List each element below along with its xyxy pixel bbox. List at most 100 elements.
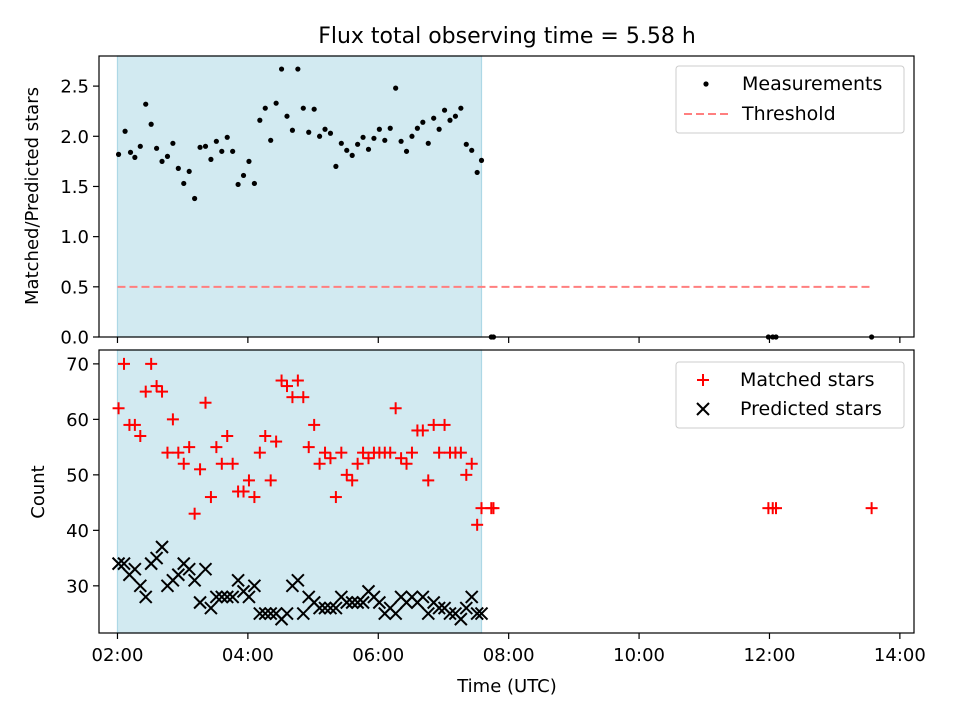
matched-star-point — [183, 441, 196, 454]
measurement-point — [262, 105, 268, 111]
measurement-point — [268, 137, 274, 143]
matched-star-point — [460, 468, 473, 481]
matched-star-point — [117, 357, 130, 370]
measurement-point — [219, 148, 225, 154]
predicted-star-point — [296, 606, 311, 621]
measurement-point — [387, 125, 393, 131]
matched-star-point — [362, 452, 375, 465]
predicted-star-point — [388, 606, 403, 621]
measurement-point — [181, 180, 187, 187]
x-tick-label: 14:00 — [874, 645, 926, 666]
predicted-star-point — [372, 595, 387, 610]
bottom-legend-box — [675, 361, 905, 429]
measurement-point — [338, 140, 344, 146]
matched-star-point — [405, 446, 418, 459]
legend-measurements-marker — [703, 81, 709, 87]
measurement-point — [311, 106, 317, 112]
predicted-star-point — [247, 579, 262, 593]
matched-star-point — [487, 502, 500, 515]
predicted-star-point — [198, 562, 213, 576]
matched-star-point — [395, 452, 408, 465]
predicted-star-point — [459, 601, 474, 615]
measurement-point — [478, 157, 485, 163]
measurement-point — [376, 126, 382, 132]
predicted-star-point — [182, 562, 196, 576]
matched-star-point — [226, 457, 239, 470]
measurement-point — [316, 133, 323, 139]
predicted-star-point — [291, 573, 305, 587]
measurement-point — [132, 154, 138, 160]
measurement-point — [143, 101, 149, 107]
measurement-point — [371, 135, 377, 141]
measurement-point — [148, 121, 154, 127]
x-tick-label: 12:00 — [744, 645, 796, 666]
predicted-star-point — [323, 601, 338, 615]
predicted-star-point — [345, 595, 359, 610]
matched-star-point — [400, 457, 413, 470]
predicted-star-point — [263, 606, 278, 621]
matched-star-point — [438, 418, 451, 431]
predicted-star-point — [329, 601, 343, 615]
matched-star-point — [427, 418, 440, 431]
measurement-point — [208, 156, 214, 162]
predicted-star-point — [231, 573, 245, 587]
measurement-point — [295, 66, 301, 72]
measurement-point — [469, 147, 475, 153]
measurement-point — [257, 117, 263, 123]
measurement-point — [230, 148, 236, 154]
matched-star-point — [188, 507, 201, 520]
measurement-point — [240, 172, 247, 179]
predicted-star-point — [432, 601, 446, 615]
matched-star-point — [259, 430, 272, 443]
matched-star-point — [340, 468, 353, 481]
measurement-point — [436, 126, 442, 132]
matched-star-point — [150, 380, 163, 393]
predicted-star-point — [421, 606, 435, 621]
matched-star-point — [324, 452, 337, 465]
matched-star-point — [204, 491, 217, 504]
y-tick-label: 0.0 — [60, 328, 89, 349]
predicted-star-point — [465, 590, 479, 604]
measurement-point — [420, 119, 426, 125]
matched-star-point — [139, 385, 152, 398]
matched-star-point — [389, 402, 402, 415]
measurement-point — [224, 134, 230, 140]
measurement-point — [137, 143, 143, 149]
measurement-point — [186, 168, 192, 175]
matched-star-point — [416, 424, 429, 437]
measurement-point — [425, 140, 431, 146]
x-tick-label: 04:00 — [222, 645, 274, 666]
legend-measurements-label: Measurements — [742, 73, 882, 95]
predicted-star-point — [454, 612, 468, 626]
measurement-point — [175, 165, 181, 171]
measurement-point — [300, 105, 306, 111]
bottom-legend: Matched stars Predicted stars — [675, 361, 905, 429]
measurement-point — [251, 180, 257, 187]
predicted-star-point — [149, 551, 164, 565]
legend-predicted-marker — [696, 402, 710, 416]
measurement-point — [164, 153, 171, 159]
matched-star-point — [346, 474, 359, 487]
y-tick-label: 2.5 — [60, 77, 89, 98]
measurement-point — [306, 129, 312, 135]
matched-star-point — [384, 446, 397, 459]
matched-star-point — [166, 413, 179, 426]
matched-star-point — [769, 502, 782, 515]
y-tick-label: 60 — [66, 410, 89, 431]
measurement-point — [327, 130, 334, 136]
measurement-point — [355, 141, 361, 147]
matched-star-point — [275, 374, 288, 387]
predicted-star-point — [171, 568, 186, 582]
measurement-point — [122, 128, 128, 134]
matched-star-point — [221, 430, 234, 443]
predicted-star-point — [242, 590, 256, 604]
legend-matched-marker — [697, 374, 709, 386]
matched-star-point — [302, 441, 315, 454]
top-legend: Measurements Threshold — [675, 65, 905, 134]
x-tick-label: 06:00 — [352, 645, 404, 666]
predicted-star-point — [356, 595, 370, 610]
measurement-point — [349, 152, 355, 158]
predicted-star-point — [155, 540, 169, 554]
measurement-point — [458, 105, 464, 111]
measurement-point — [398, 138, 404, 144]
